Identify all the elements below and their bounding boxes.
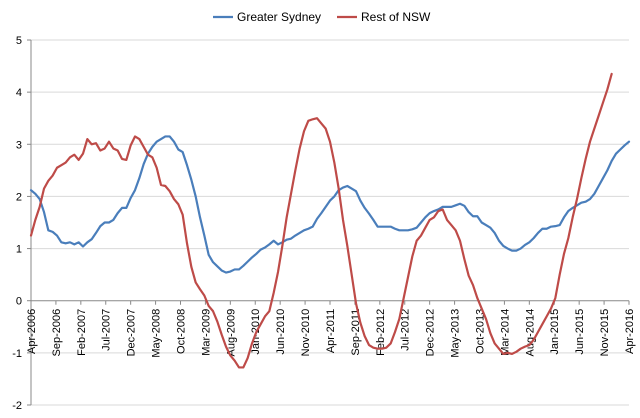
series-line-rest-of-nsw — [29, 72, 613, 369]
legend-label-rest-of-nsw: Rest of NSW — [361, 10, 431, 24]
y-tick-label-3: 1 — [16, 244, 22, 256]
x-tick-label-10: Jun-2010 — [275, 309, 287, 355]
x-tick-label-24: Apr-2016 — [624, 309, 636, 354]
x-tick-label-15: Jul-2012 — [400, 309, 412, 351]
x-tick-label-21: Jan-2015 — [549, 309, 561, 355]
x-tick-label-7: Mar-2009 — [200, 309, 212, 356]
x-tick-label-13: Sep-2011 — [350, 309, 362, 356]
series-line-greater-sydney — [29, 135, 631, 274]
x-tick-label-6: Oct-2008 — [176, 309, 188, 354]
x-tick-label-2: Feb-2007 — [76, 309, 88, 356]
x-tick-label-14: Feb-2012 — [375, 309, 387, 356]
x-tick-label-1: Sep-2006 — [51, 309, 63, 357]
y-tick-label-5: 3 — [16, 139, 22, 151]
y-axis-ticks: -2 -1 0 1 2 3 4 5 — [12, 35, 31, 412]
x-tick-label-23: Nov-2015 — [599, 309, 611, 357]
x-tick-label-4: Dec-2007 — [126, 309, 138, 357]
x-tick-label-19: Mar-2014 — [499, 309, 511, 356]
x-tick-label-12: Apr-2011 — [325, 309, 337, 353]
y-tick-label-7: 5 — [16, 35, 22, 47]
legend-label-greater-sydney: Greater Sydney — [237, 10, 321, 24]
x-axis-ticks: Apr-2006 Sep-2006 Feb-2007 Jul-2007 Dec-2007… — [26, 300, 636, 358]
chart-legend: Greater Sydney Rest of NSW — [213, 10, 431, 24]
x-tick-label-5: May-2008 — [151, 309, 163, 358]
x-tick-label-16: Dec-2012 — [425, 309, 437, 357]
y-tick-label-0: -2 — [12, 400, 22, 412]
x-tick-label-22: Jun-2015 — [574, 309, 586, 355]
x-tick-label-18: Oct-2013 — [475, 309, 487, 354]
y-tick-label-1: -1 — [12, 348, 22, 360]
chart-series — [29, 72, 631, 369]
y-tick-label-4: 2 — [16, 191, 22, 203]
x-tick-label-17: May-2013 — [450, 309, 462, 358]
x-tick-label-8: Aug-2009 — [225, 309, 237, 357]
x-tick-label-11: Nov-2010 — [300, 309, 312, 357]
y-tick-label-2: 0 — [16, 296, 22, 308]
x-tick-label-20: Aug-2014 — [524, 309, 536, 357]
y-tick-label-6: 4 — [16, 87, 22, 99]
x-tick-label-3: Jul-2007 — [101, 309, 113, 351]
x-tick-label-0: Apr-2006 — [26, 309, 38, 354]
